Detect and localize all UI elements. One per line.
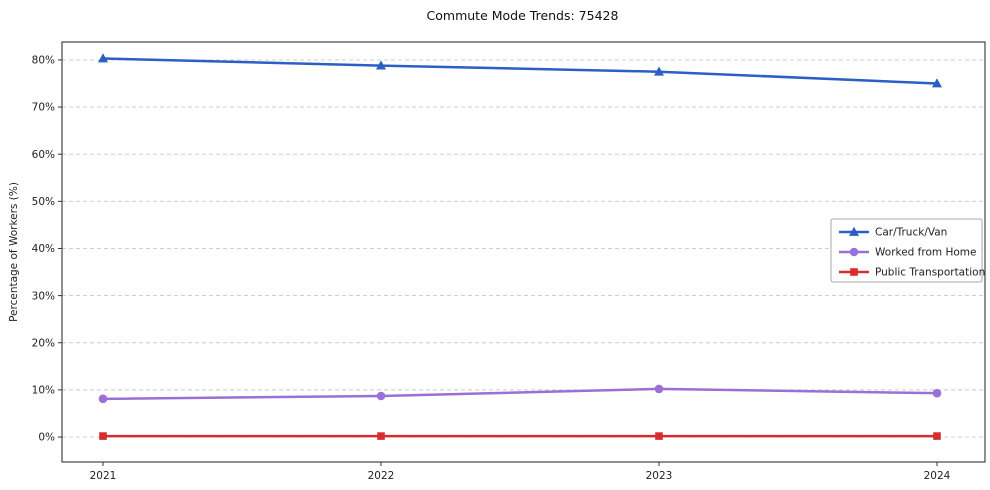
series-line	[101, 57, 939, 85]
y-tick-label: 30%	[32, 290, 55, 302]
square-marker	[655, 432, 663, 440]
triangle-marker	[98, 53, 108, 63]
y-tick-label: 70%	[32, 102, 55, 114]
x-tick-label: 2022	[368, 470, 395, 482]
y-tick-label: 50%	[32, 196, 55, 208]
square-marker	[933, 432, 941, 440]
legend: Car/Truck/Van Worked from Home Public Tran…	[830, 218, 985, 283]
y-tick-label: 40%	[32, 243, 55, 255]
series-line	[101, 387, 939, 401]
y-axis-ticks: 0% 10% 20% 30% 40% 50% 60% 70% 80%	[32, 55, 62, 444]
x-tick-label: 2021	[90, 470, 117, 482]
square-marker	[377, 432, 385, 440]
chart-title: Commute Mode Trends: 75428	[426, 8, 619, 23]
plot-border	[61, 41, 986, 463]
legend-label: Car/Truck/Van	[875, 227, 947, 239]
legend-entry: Worked from Home	[839, 247, 976, 259]
y-tick-label: 20%	[32, 337, 55, 349]
triangle-marker	[849, 226, 859, 236]
square-marker	[99, 432, 107, 440]
circle-marker	[849, 247, 859, 257]
y-tick-label: 10%	[32, 385, 55, 397]
circle-marker	[98, 394, 108, 404]
series-car-truck-van	[98, 53, 942, 88]
triangle-marker	[932, 78, 942, 88]
circle-marker	[376, 391, 386, 401]
y-tick-label: 60%	[32, 149, 55, 161]
legend-entry: Public Transportation	[839, 267, 985, 279]
legend-label: Public Transportation	[875, 267, 985, 279]
x-tick-label: 2024	[924, 470, 951, 482]
square-marker	[850, 268, 858, 276]
series-public-transportation	[99, 432, 941, 440]
triangle-marker	[654, 66, 664, 76]
legend-box	[830, 218, 983, 283]
x-tick-label: 2023	[646, 470, 673, 482]
legend-label: Worked from Home	[875, 247, 976, 259]
legend-entry: Car/Truck/Van	[839, 227, 947, 239]
circle-marker	[654, 384, 664, 394]
circle-marker	[932, 388, 942, 398]
triangle-marker	[376, 60, 386, 70]
series-worked-from-home	[98, 384, 942, 404]
y-tick-label: 80%	[32, 55, 55, 67]
x-axis-ticks: 2021 2022 2023 2024	[90, 462, 951, 482]
y-tick-label: 0%	[38, 432, 55, 444]
